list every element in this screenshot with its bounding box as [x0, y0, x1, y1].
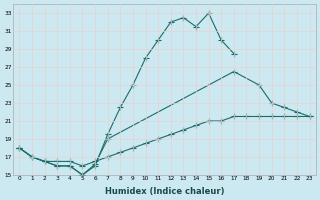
X-axis label: Humidex (Indice chaleur): Humidex (Indice chaleur)	[105, 187, 224, 196]
